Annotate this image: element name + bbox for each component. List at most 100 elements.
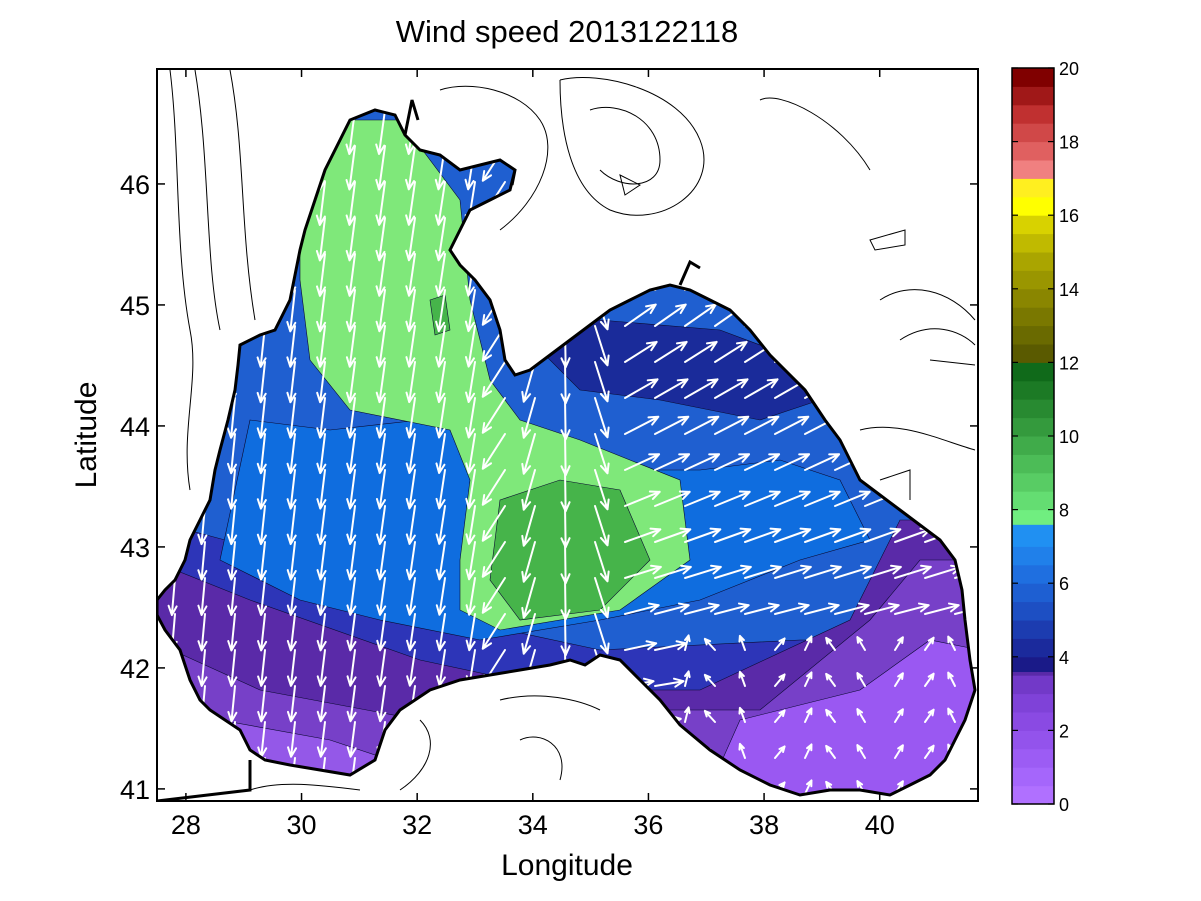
wind-vector (521, 577, 536, 619)
wind-vector (654, 490, 691, 507)
wind-vector (924, 708, 935, 723)
wind-vector (894, 672, 904, 687)
wind-vector (375, 145, 386, 191)
wind-vector (481, 613, 506, 650)
wind-vector (924, 602, 960, 615)
wind-vector (834, 564, 872, 579)
wind-vector (435, 325, 446, 368)
colorbar-band (1012, 141, 1054, 161)
colorbar-tick-label: 20 (1059, 59, 1079, 79)
wind-vector (624, 564, 662, 579)
wind-vector (684, 340, 718, 363)
wind-vector (624, 378, 659, 399)
x-tick-label: 28 (171, 810, 201, 840)
colorbar-tick-label: 10 (1059, 427, 1079, 447)
wind-vector (624, 303, 657, 327)
wind-vector (197, 541, 208, 581)
wind-vector (654, 453, 691, 471)
wind-vector (684, 634, 691, 651)
wind-vector (684, 527, 722, 543)
wind-vector (345, 289, 356, 333)
wind-vector (714, 490, 751, 507)
contour-line (619, 174, 641, 196)
wind-vector (434, 181, 446, 226)
wind-vector (594, 469, 610, 511)
wind-vector (375, 361, 386, 404)
contour-line (879, 289, 976, 321)
wind-vector (654, 602, 690, 615)
wind-vector (286, 541, 297, 581)
wind-vector (405, 289, 416, 333)
colorbar-band (1012, 252, 1054, 271)
wind-vector (684, 415, 720, 435)
wind-vector (774, 490, 811, 507)
wind-vector (405, 433, 416, 474)
wind-vector (316, 613, 327, 652)
contour-line (869, 229, 906, 251)
wind-vector (376, 613, 387, 652)
wind-vector (465, 361, 476, 403)
wind-vector (594, 325, 610, 367)
contour-line (499, 695, 601, 711)
wind-vector (405, 397, 416, 439)
wind-vector (465, 433, 476, 474)
wind-vector (464, 289, 476, 333)
wind-vector (315, 253, 327, 297)
y-tick-label: 42 (120, 654, 150, 684)
colorbar-band (1012, 583, 1054, 603)
wind-vector (774, 709, 786, 723)
wind-vector (227, 505, 238, 546)
wind-vector (654, 415, 690, 435)
x-tick-label: 32 (402, 810, 432, 840)
colorbar-band (1012, 178, 1054, 198)
contour-line (194, 69, 221, 331)
wind-vector (435, 397, 446, 439)
colorbar-band (1012, 730, 1054, 750)
wind-vector (804, 779, 813, 795)
x-tick-label: 30 (287, 810, 317, 840)
colorbar-band (1012, 748, 1054, 768)
wind-vector (405, 541, 416, 581)
wind-vector (197, 649, 208, 687)
wind-vector (346, 721, 357, 758)
wind-vector (376, 577, 387, 616)
colorbar-tick-label: 6 (1059, 574, 1069, 594)
wind-vector (825, 636, 836, 651)
contour-line (169, 69, 194, 491)
wind-vector (894, 744, 904, 759)
wind-vector (714, 564, 752, 579)
wind-vector (405, 325, 416, 368)
wind-vector (947, 671, 956, 687)
colorbar-band (1012, 524, 1054, 547)
wind-vector (316, 721, 327, 758)
wind-vector (594, 505, 610, 547)
wind-vector (256, 577, 268, 616)
wind-vector (257, 649, 268, 687)
wind-vector (744, 527, 782, 543)
wind-vector (256, 505, 267, 546)
wind-vector (825, 744, 836, 759)
wind-vector (434, 217, 446, 262)
contour-line (859, 426, 976, 451)
colorbar-band (1012, 693, 1054, 713)
land-contour-lines (169, 69, 976, 791)
wind-vector (804, 602, 840, 615)
wind-vector (376, 541, 387, 581)
wind-vector (345, 217, 356, 262)
wind-vector (405, 217, 416, 262)
wind-vector (624, 415, 660, 435)
colorbar-band (1012, 160, 1054, 179)
wind-vector (804, 743, 813, 759)
wind-vector (481, 433, 506, 470)
colorbar-tick-label: 0 (1059, 795, 1069, 815)
wind-vector (227, 469, 238, 510)
wind-vector (346, 505, 357, 545)
wind-vector (316, 361, 327, 404)
wind-vector (738, 634, 746, 651)
colorbar-tick-label: 4 (1059, 648, 1069, 668)
wind-vector (286, 361, 297, 404)
colorbar-tick-label: 14 (1059, 280, 1079, 300)
wind-vector (654, 340, 688, 363)
wind-vector (738, 670, 746, 687)
wind-vector (654, 378, 689, 399)
